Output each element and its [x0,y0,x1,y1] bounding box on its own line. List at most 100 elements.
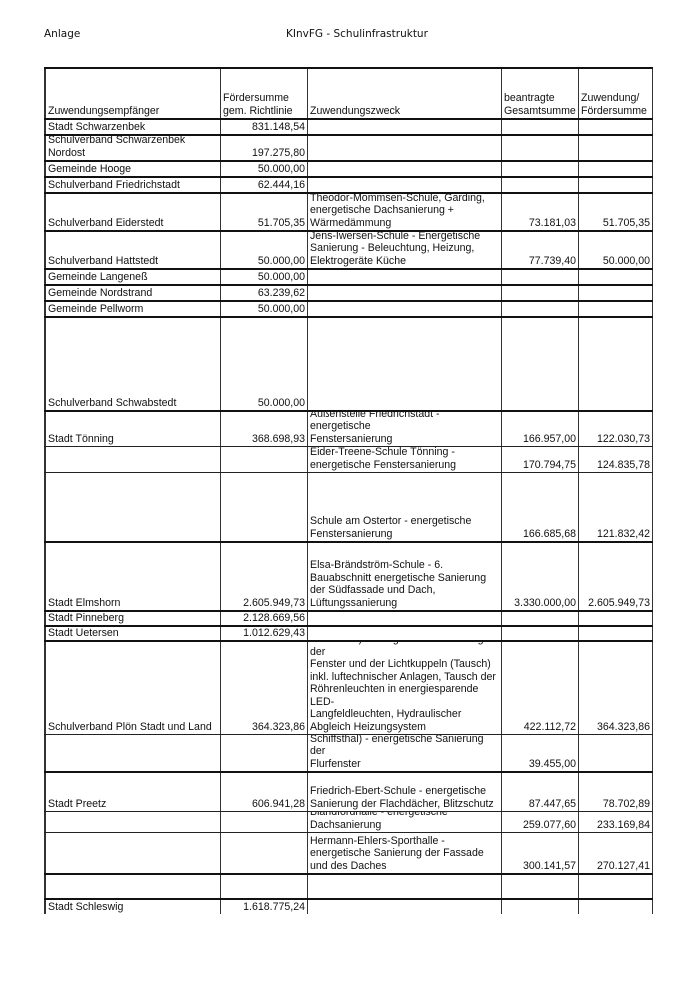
header-funding-guideline: Fördersumme gem. Richtlinie [220,69,307,118]
cell-requested-total [501,270,578,284]
cell-funding-guideline [220,473,307,541]
cell-funding-guideline [220,833,307,873]
cell-recipient: Gemeinde Langeneß [44,270,220,284]
cell-funding-guideline: 50.000,00 [220,232,307,268]
cell-recipient: Schulverband Schwarzenbek Nordost [44,136,220,160]
cell-grant-amount [578,286,653,300]
table-row [44,873,653,898]
cell-recipient: Stadt Pinneberg [44,612,220,625]
cell-recipient [44,833,220,873]
table-row: Gemeinde Hooge 50.000,00 [44,160,653,176]
cell-purpose [307,162,501,176]
cell-requested-total: 77.739,40 [501,232,578,268]
cell-requested-total: 422.112,72 [501,642,578,734]
cell-recipient [44,812,220,832]
cell-grant-amount [578,318,653,410]
cell-requested-total: 39.455,00 [501,735,578,771]
cell-purpose [307,612,501,625]
cell-funding-guideline [220,875,307,898]
cell-grant-amount [578,875,653,898]
cell-requested-total [501,136,578,160]
cell-purpose [307,136,501,160]
cell-requested-total [501,162,578,176]
cell-purpose: Theodor-Mommsen-Schule, Garding, energet… [307,194,501,230]
cell-recipient: Stadt Schleswig [44,900,220,914]
cell-requested-total [501,120,578,134]
cell-purpose [307,286,501,300]
table-row: Schulverband Schwabstedt 50.000,00 [44,316,653,410]
cell-grant-amount [578,735,653,771]
cell-grant-amount [578,302,653,316]
cell-recipient: Gemeinde Hooge [44,162,220,176]
cell-requested-total [501,286,578,300]
cell-grant-amount: 2.605.949,73 [578,543,653,610]
cell-funding-guideline: 606.941,28 [220,773,307,811]
cell-recipient: Schulverband Eiderstedt [44,194,220,230]
cell-purpose [307,318,501,410]
cell-grant-amount: 51.705,35 [578,194,653,230]
cell-recipient: Schulverband Friedrichstadt [44,178,220,192]
table-row: Stadt Elmshorn 2.605.949,73 Elsa-Brändströ… [44,541,653,610]
cell-grant-amount: 270.127,41 [578,833,653,873]
cell-grant-amount [578,136,653,160]
cell-recipient: Gemeinde Pellworm [44,302,220,316]
cell-grant-amount [578,120,653,134]
table-row: Stadt Tönning368.698,93Eider-Treene-Schu… [44,410,653,446]
table-row: Stadt Preetz 606.941,28 Friedrich-Ebert-Sc… [44,771,653,811]
table-row: Schulverband Plön Stadt und Land 364.323,… [44,640,653,734]
cell-recipient: Schulverband Hattstedt [44,232,220,268]
cell-requested-total [501,178,578,192]
cell-requested-total [501,900,578,914]
cell-purpose: Jens-Iwersen-Schule - Energetische Sanie… [307,232,501,268]
cell-purpose [307,900,501,914]
table-row: Eider-Treene-Schule Tönning - energetisc… [44,446,653,472]
cell-requested-total: 73.181,03 [501,194,578,230]
cell-purpose: Eider-Treene-Schule Tönning, Außenstelle… [307,412,501,446]
cell-requested-total: 87.447,65 [501,773,578,811]
cell-funding-guideline: 364.323,86 [220,642,307,734]
table-row: Stadt Uetersen 1.012.629,43 [44,625,653,640]
cell-funding-guideline: 50.000,00 [220,318,307,410]
table-row: Schulverband Hattstedt 50.000,00 Jens-Iwer… [44,230,653,268]
cell-recipient [44,473,220,541]
cell-recipient: Schulverband Plön Stadt und Land [44,642,220,734]
table-row: Schulverband Friedrichstadt 62.444,16 [44,176,653,192]
cell-requested-total [501,302,578,316]
page-header-left: Anlage [44,28,81,40]
cell-funding-guideline: 2.605.949,73 [220,543,307,610]
cell-grant-amount: 78.702,89 [578,773,653,811]
header-requested-total: beantragte Gesamtsumme [501,69,578,118]
cell-requested-total: 166.957,00 [501,412,578,446]
table-row: Schule am Ostertor - energetische Fenste… [44,472,653,541]
cell-grant-amount [578,178,653,192]
cell-grant-amount: 124.835,78 [578,447,653,472]
cell-funding-guideline: 50.000,00 [220,162,307,176]
table-row: Schulverband Eiderstedt 51.705,35 Theodor-… [44,192,653,230]
cell-grant-amount: 50.000,00 [578,232,653,268]
cell-requested-total: 170.794,75 [501,447,578,472]
cell-recipient: Stadt Elmshorn [44,543,220,610]
cell-purpose [307,120,501,134]
header-purpose: Zuwendungszweck [307,69,501,118]
cell-funding-guideline: 2.128.669,56 [220,612,307,625]
cell-purpose: Gemeinschaftsschule Plön (Schule Am Schi… [307,735,501,771]
cell-grant-amount [578,270,653,284]
cell-grant-amount [578,627,653,640]
cell-purpose: Friedrich-Ebert-Schule - energetische Sa… [307,773,501,811]
cell-grant-amount [578,612,653,625]
table-header-row: Zuwendungsempfänger Fördersumme gem. Rich… [44,67,653,118]
cell-recipient: Stadt Tönning [44,412,220,446]
cell-purpose [307,270,501,284]
cell-grant-amount: 122.030,73 [578,412,653,446]
cell-requested-total: 3.330.000,00 [501,543,578,610]
cell-purpose [307,302,501,316]
cell-recipient [44,447,220,472]
cell-requested-total: 300.141,57 [501,833,578,873]
header-grant-amount: Zuwendung/ Fördersumme [578,69,653,118]
table-row: Gemeinde Pellworm 50.000,00 [44,300,653,316]
cell-purpose: Blandfordhalle - energetische Dachsanier… [307,812,501,832]
cell-requested-total [501,875,578,898]
cell-requested-total [501,627,578,640]
cell-funding-guideline: 50.000,00 [220,302,307,316]
table-row: Blandfordhalle - energetische Dachsanier… [44,811,653,832]
